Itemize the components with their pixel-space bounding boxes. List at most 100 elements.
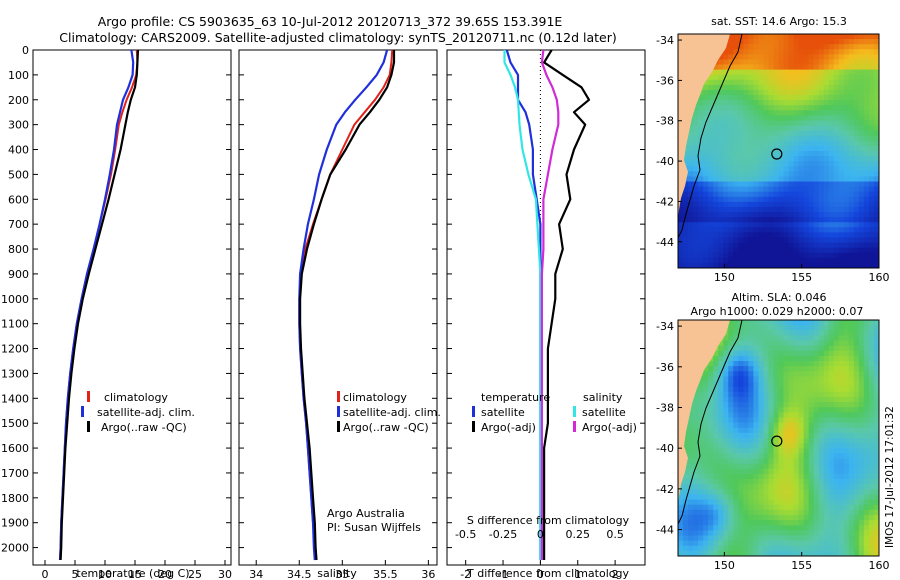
field-cell xyxy=(773,535,779,542)
field-cell xyxy=(798,95,805,101)
field-cell xyxy=(858,34,865,40)
field-cell xyxy=(863,201,870,208)
field-cell xyxy=(713,355,719,362)
field-cell xyxy=(798,386,805,393)
field-cell xyxy=(748,550,754,556)
field-cell xyxy=(828,396,835,403)
field-cell xyxy=(823,105,830,111)
field-cell xyxy=(733,44,739,50)
field-cell xyxy=(863,176,870,182)
field-cell xyxy=(848,89,855,96)
field-cell xyxy=(678,530,684,536)
field-cell xyxy=(843,257,850,264)
field-cell xyxy=(873,74,879,81)
field-cell xyxy=(723,463,729,470)
field-cell xyxy=(863,448,870,454)
field-cell xyxy=(858,509,865,516)
field-cell xyxy=(738,84,744,91)
field-cell xyxy=(733,427,739,434)
field-cell xyxy=(808,320,815,326)
field-cell xyxy=(873,530,879,536)
y-tick-label: 500 xyxy=(8,168,29,181)
field-cell xyxy=(818,191,825,198)
field-cell xyxy=(848,417,855,424)
field-cell xyxy=(863,376,870,382)
field-cell xyxy=(768,530,774,536)
field-cell xyxy=(808,171,815,177)
field-cell xyxy=(678,484,684,490)
field-cell xyxy=(723,181,729,188)
field-cell xyxy=(823,34,830,40)
field-cell xyxy=(858,325,865,331)
field-cell xyxy=(723,473,729,480)
field-cell xyxy=(833,115,840,121)
field-cell xyxy=(828,156,835,162)
field-cell xyxy=(713,166,719,172)
field-cell xyxy=(798,115,805,121)
field-cell xyxy=(803,54,810,60)
field-cell xyxy=(858,427,865,434)
field-cell xyxy=(728,237,734,243)
field-cell xyxy=(808,545,815,552)
field-cell xyxy=(703,381,709,388)
field-cell xyxy=(803,340,810,347)
field-cell xyxy=(728,479,734,485)
field-cell xyxy=(738,448,744,454)
field-cell xyxy=(773,381,779,388)
field-cell xyxy=(698,217,704,223)
field-cell xyxy=(768,484,774,490)
field-cell xyxy=(708,171,714,177)
field-cell xyxy=(863,115,870,121)
field-cell xyxy=(783,458,789,465)
field-cell xyxy=(753,453,759,459)
field-cell xyxy=(838,257,845,264)
field-cell xyxy=(848,325,855,331)
field-cell xyxy=(858,39,865,45)
field-cell xyxy=(833,161,840,167)
field-cell xyxy=(823,550,830,556)
field-cell xyxy=(873,350,879,357)
field-cell xyxy=(873,186,879,193)
field-cell xyxy=(818,371,825,377)
field-cell xyxy=(768,376,774,382)
field-cell xyxy=(798,54,805,60)
field-cell xyxy=(793,458,800,465)
field-cell xyxy=(773,371,779,377)
field-cell xyxy=(863,140,870,147)
field-cell xyxy=(743,499,749,506)
field-cell xyxy=(768,489,774,495)
field-cell xyxy=(743,196,749,203)
field-cell xyxy=(863,391,870,398)
field-cell xyxy=(868,499,875,506)
field-cell xyxy=(683,484,689,490)
field-cell xyxy=(843,186,850,193)
field-cell xyxy=(843,545,850,552)
field-cell xyxy=(808,252,815,259)
field-cell xyxy=(713,201,719,208)
field-cell xyxy=(823,325,830,331)
field-cell xyxy=(868,458,875,465)
field-cell xyxy=(843,340,850,347)
field-cell xyxy=(698,206,704,213)
field-cell xyxy=(808,355,815,362)
field-cell xyxy=(688,504,694,511)
field-cell xyxy=(748,494,754,500)
field-cell xyxy=(713,463,719,470)
field-cell xyxy=(733,458,739,465)
field-cell xyxy=(693,232,699,238)
field-cell xyxy=(778,84,784,91)
field-cell xyxy=(858,206,865,213)
field-cell xyxy=(818,217,825,223)
field-cell xyxy=(868,237,875,243)
field-cell xyxy=(698,468,704,475)
field-cell xyxy=(683,232,689,238)
field-cell xyxy=(738,74,744,81)
field-cell xyxy=(718,355,724,362)
field-cell xyxy=(833,176,840,182)
field-cell xyxy=(848,330,855,336)
field-cell xyxy=(703,151,709,157)
field-cell xyxy=(698,484,704,490)
field-cell xyxy=(858,84,865,91)
field-cell xyxy=(858,402,865,408)
field-cell xyxy=(758,407,764,413)
